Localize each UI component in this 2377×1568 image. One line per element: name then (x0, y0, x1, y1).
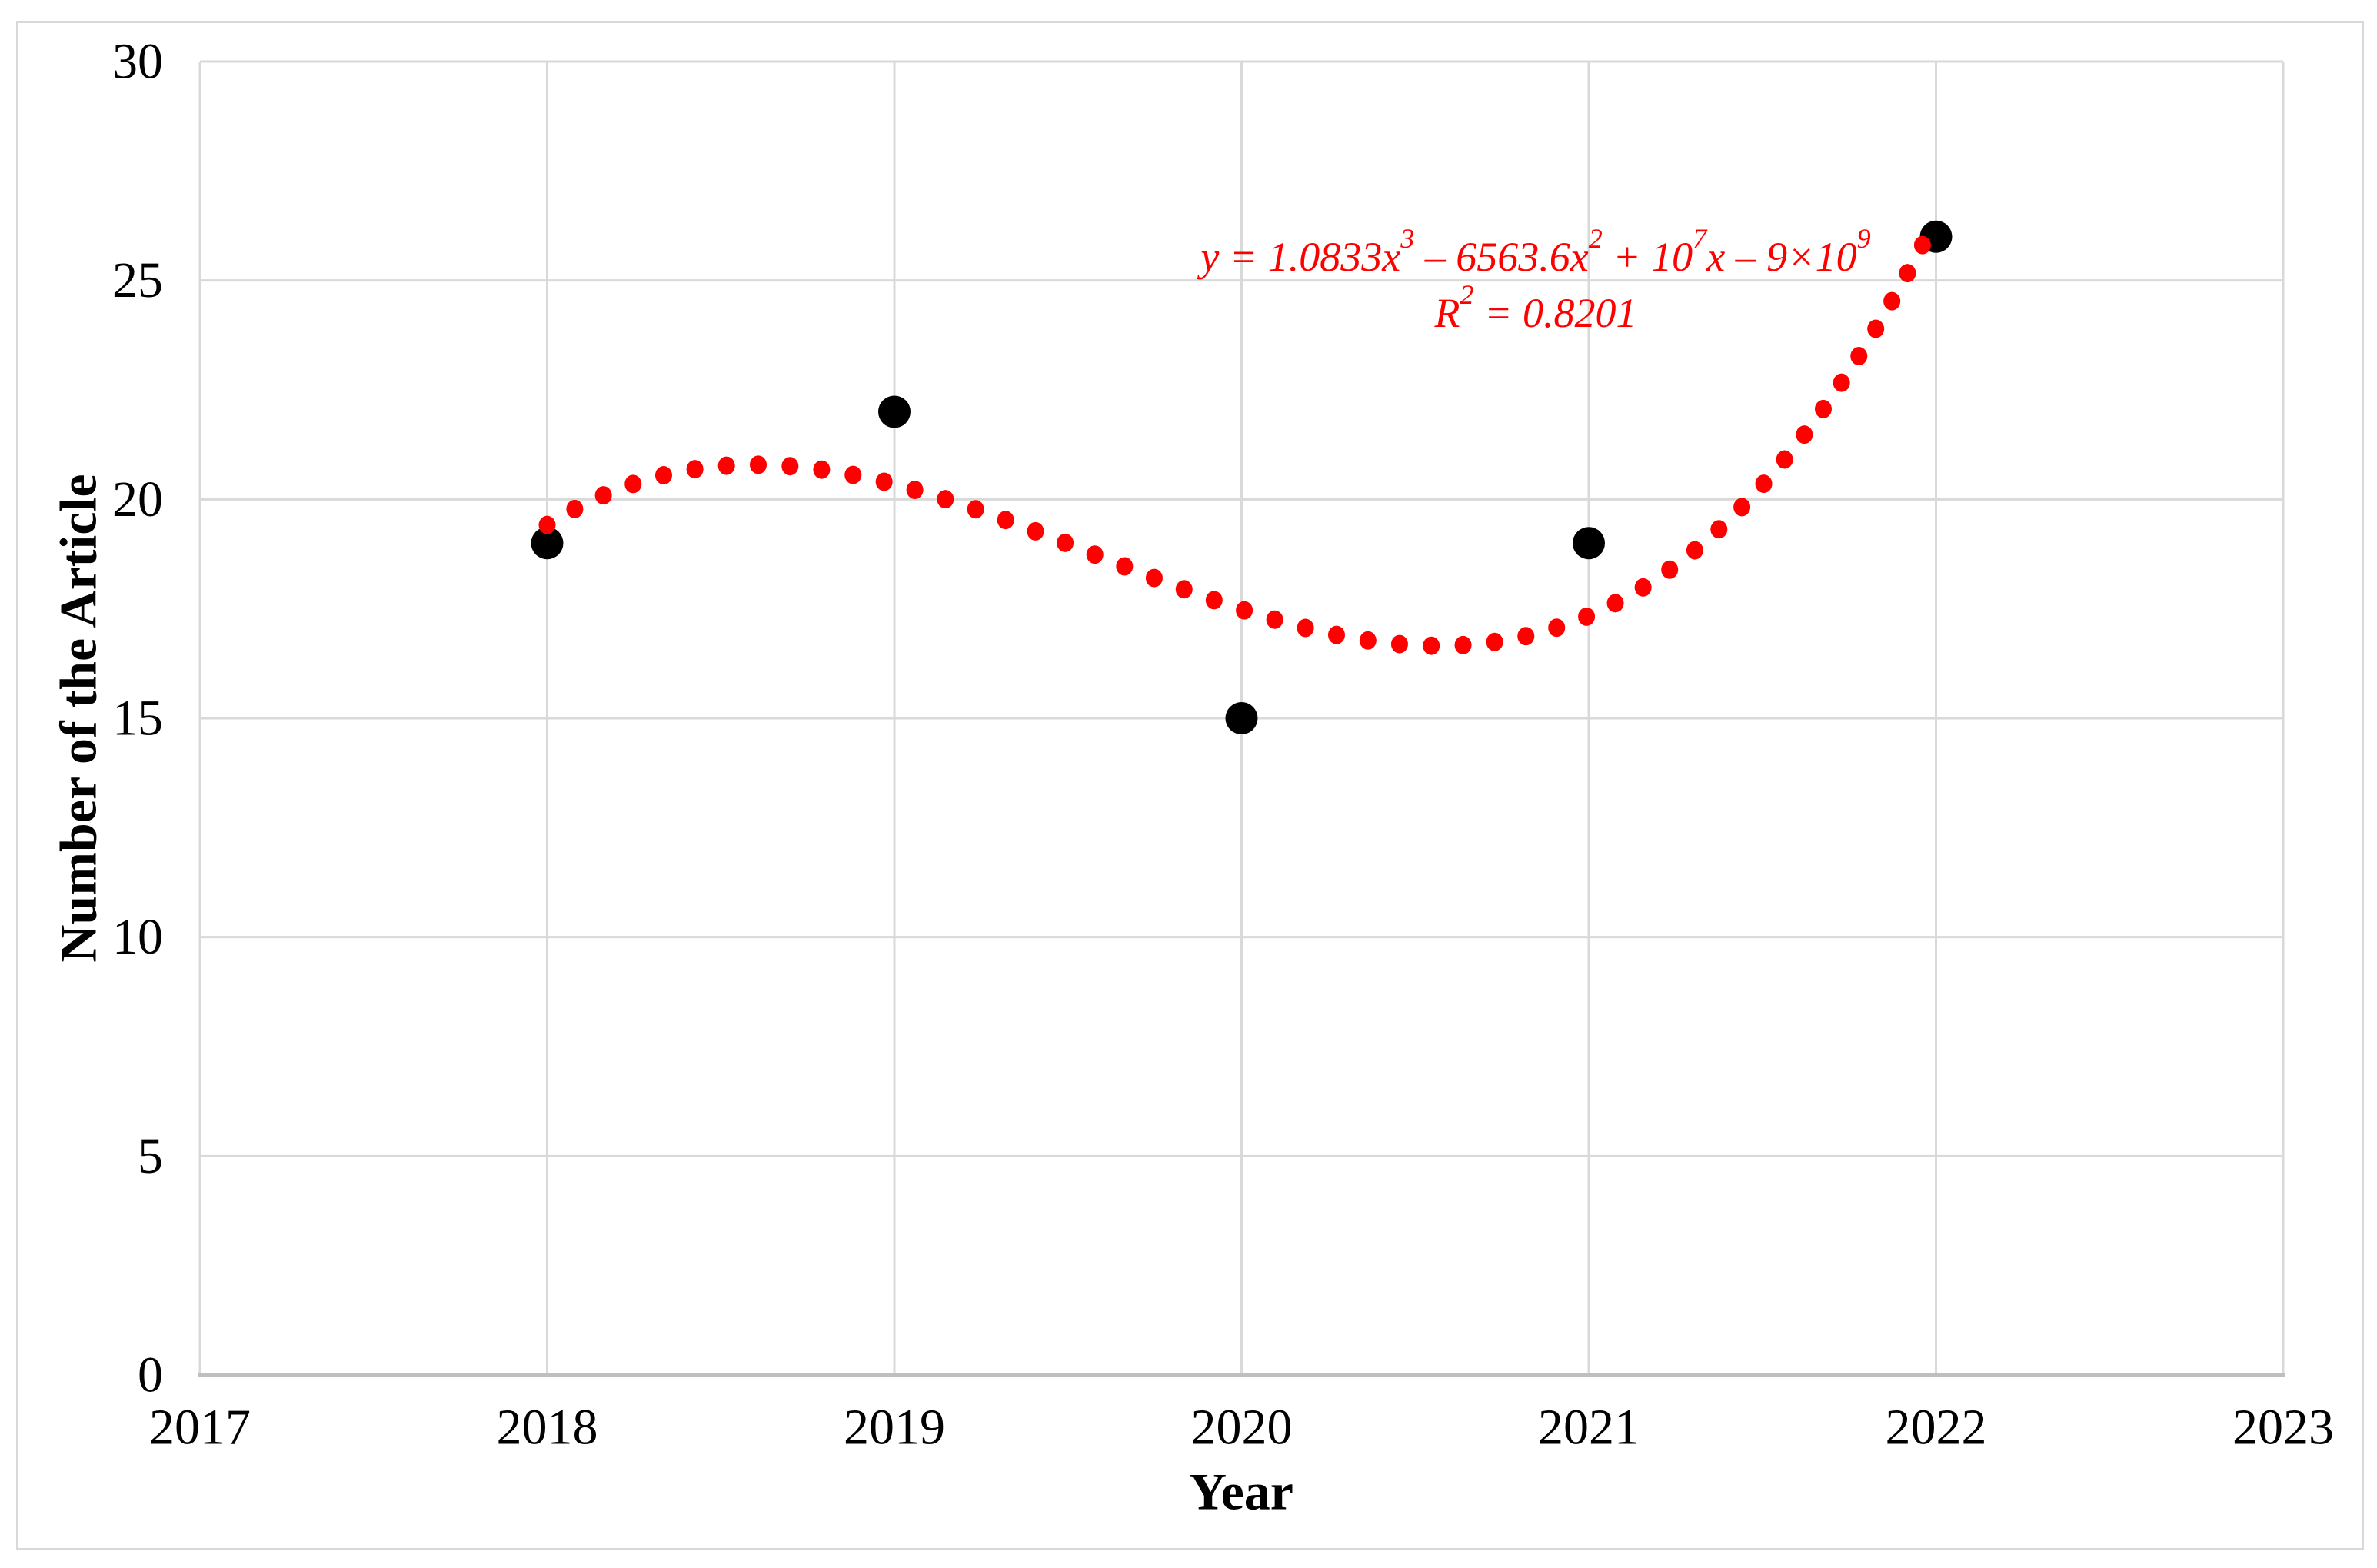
x-tick-label: 2020 (1191, 1400, 1293, 1456)
trendline-dot (1776, 450, 1793, 469)
trendline-dot (1867, 319, 1885, 338)
trendline-dot (1297, 618, 1314, 638)
trendline-dot (566, 499, 584, 518)
trendline-dot (1454, 635, 1472, 654)
trendline-dot (750, 455, 767, 474)
data-point-2021 (1573, 527, 1605, 560)
x-tick-label: 2017 (149, 1400, 251, 1456)
trendline-dot (813, 460, 831, 479)
trendline-dot (937, 490, 954, 509)
y-tick-label: 10 (112, 909, 163, 965)
trendline-dot (1686, 541, 1703, 560)
trendline-dot (1899, 264, 1916, 283)
y-tick-label: 0 (138, 1347, 163, 1403)
trendline-dot (1850, 347, 1868, 366)
trendline-dot (1606, 594, 1624, 613)
trendline-dot (686, 460, 704, 479)
trendline-dot (1634, 578, 1652, 597)
trendline-dot (1266, 610, 1283, 629)
trendline-dot (1578, 607, 1596, 626)
trendline-dot (1236, 601, 1253, 620)
trendline-dot (1057, 533, 1074, 552)
trendline-dot (1486, 632, 1503, 651)
trendline-dot (1548, 618, 1566, 638)
trendline-dot (1814, 399, 1832, 418)
trendline-dot (967, 500, 984, 519)
y-tick-label: 15 (112, 691, 163, 747)
trendline-dot (1145, 568, 1163, 588)
trendline-dot (594, 486, 612, 505)
trendline-dot (654, 466, 672, 485)
trendline-dot (624, 474, 642, 494)
trendline-dot (538, 515, 556, 534)
data-point-2020 (1225, 702, 1258, 734)
x-tick-label: 2019 (844, 1400, 945, 1456)
data-point-2019 (878, 395, 911, 428)
trendline-dot (1517, 627, 1535, 646)
trendline-dot (1086, 545, 1104, 564)
x-tick-label: 2022 (1886, 1400, 1987, 1456)
trendline-dot (844, 465, 862, 484)
trendline-dot (1390, 634, 1408, 654)
trendline-dot (1733, 498, 1751, 517)
y-tick-label: 30 (112, 34, 163, 90)
trendline-dot (1423, 636, 1440, 655)
trendline-dot (1796, 425, 1813, 444)
trendline-dot (717, 456, 735, 475)
trendline-dot (1883, 291, 1901, 311)
x-tick-label: 2023 (2232, 1400, 2334, 1456)
trendline-dot (1205, 591, 1223, 610)
trendline-dot (1913, 235, 1931, 255)
y-tick-label: 20 (112, 471, 163, 528)
trendline-dot (1710, 520, 1728, 539)
trendline-dot (1755, 474, 1773, 494)
y-tick-label: 5 (138, 1128, 163, 1184)
trendline-dot (1027, 521, 1044, 541)
trendline-dot (1175, 580, 1193, 599)
trendline-dot (1327, 625, 1345, 644)
data-point-2018 (531, 527, 564, 560)
trendline-r-squared: R2 = 0.8201 (1434, 279, 1637, 336)
trendline-dot (906, 481, 924, 500)
x-axis-title: Year (1189, 1462, 1293, 1521)
trendline-dot (1359, 631, 1377, 650)
x-tick-label: 2018 (497, 1400, 598, 1456)
trendline-dot (1833, 373, 1850, 392)
trendline-dot (1116, 557, 1134, 576)
y-tick-label: 25 (112, 252, 163, 308)
x-tick-label: 2021 (1538, 1400, 1640, 1456)
trendline-dot (1661, 560, 1679, 579)
trendline-equation: y = 1.0833x3 – 6563.6x2 + 107x – 9×109 (1197, 223, 1870, 280)
chart-border (16, 21, 2364, 1550)
trendline-dot (875, 472, 893, 491)
trendline-dot (781, 457, 799, 476)
y-axis-title: Number of the Article (48, 474, 108, 963)
trendline-dot (997, 511, 1014, 530)
